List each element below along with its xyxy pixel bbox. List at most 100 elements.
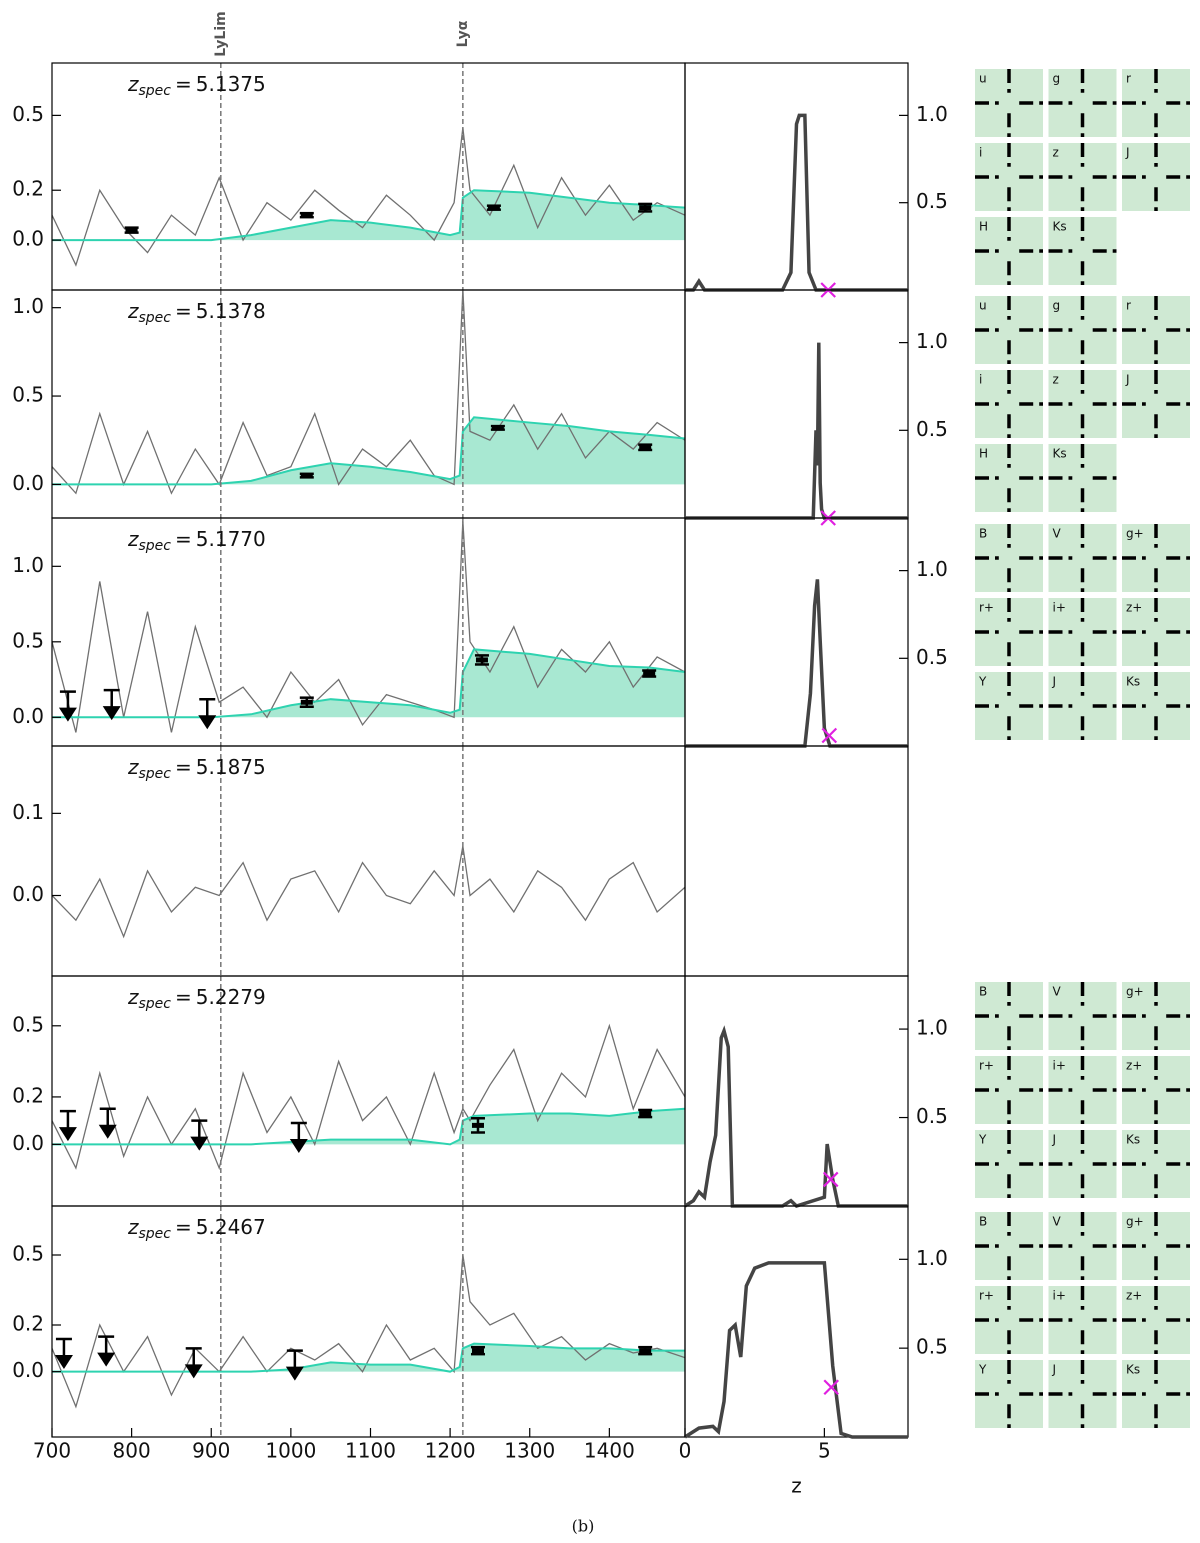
thumbnail-crosshair [1048,1056,1117,1124]
y-tick-label: 0.0 [12,1358,44,1382]
photometry-point [487,205,500,211]
pz-x-tick-label: 5 [818,1439,831,1463]
pz-x-tick-label: 0 [679,1439,692,1463]
photometry-point [639,1348,652,1354]
thumbnail-crosshair [1048,296,1117,364]
spectrum-line [52,520,685,733]
pz-frame [684,517,909,747]
thumbnail-crosshair [1122,1286,1190,1354]
photometry-point [475,657,488,663]
pz-line [685,579,908,748]
y-tick-label: 0.2 [12,1083,44,1107]
thumbnail-crosshair [1048,672,1117,740]
y-tick-label: 0.5 [12,383,44,407]
spectrum-panel [52,127,685,267]
y-tick-label: 1.0 [12,294,44,318]
pz-line [685,113,908,292]
pz-y-tick-label: 0.5 [916,1335,948,1359]
y-tick-label: 0.0 [12,227,44,251]
limit-arrow [184,1364,203,1379]
thumbnail-crosshair [975,672,1043,740]
pz-frame [684,289,909,519]
photometry-point [639,444,652,450]
photometry-point [639,1111,652,1117]
thumbnail-label: J [1125,146,1130,160]
thumbnail-crosshair [1122,1360,1190,1428]
pz-y-tick-label: 1.0 [916,557,948,581]
photometry-point [300,473,313,479]
thumbnail-crosshair [975,1056,1043,1124]
y-tick-label: 0.2 [12,1312,44,1336]
zspec-label: zspec = 5.1770 [127,527,266,555]
thumbnail-crosshair [1122,672,1190,740]
zspec-symbol: z [127,755,139,779]
thumbnail-crosshair [1048,598,1117,666]
reference-label: LyLim [213,11,229,56]
thumbnail-label: z+ [1126,1289,1142,1303]
spectrum-panel [52,846,685,939]
thumbnail-label: i [979,146,982,160]
thumbnail-crosshair [975,1360,1043,1428]
reference-label: Lyα [455,20,471,47]
thumbnail-label: z+ [1126,601,1142,615]
thumbnail-label: H [979,447,988,461]
thumbnail-label: B [979,985,987,999]
zspec-marker [822,1171,839,1188]
thumbnail-label: g+ [1126,985,1144,999]
pz-frame [684,1205,909,1438]
y-tick-label: 0.5 [12,1012,44,1036]
zspec-eq: = [175,299,192,323]
model-line [52,1107,685,1146]
zspec-value: 5.2279 [196,985,266,1009]
thumbnail-crosshair [975,598,1043,666]
limit-arrow [97,1352,116,1367]
thumbnail-crosshair [975,69,1043,137]
thumbnail-label: B [979,527,987,541]
zspec-value: 5.1378 [196,299,266,323]
limit-arrow [190,1136,209,1151]
x-tick-label: 1000 [265,1439,316,1463]
thumbnail-crosshair [1048,1130,1117,1198]
spectrum-panel [52,1023,685,1171]
zspec-sub: spec [139,83,172,99]
y-tick-label: 0.1 [12,800,44,824]
model-area [52,1343,685,1372]
thumbnail-label: B [979,1215,987,1229]
model-line [52,416,685,486]
model-line [52,1342,685,1373]
y-tick-label: 0.5 [12,1242,44,1266]
thumbnail-crosshair [1048,524,1117,592]
thumbnail-crosshair [1048,69,1117,137]
thumbnail-crosshair [975,982,1043,1050]
x-tick-label: 1200 [425,1439,476,1463]
thumbnail-crosshair [1048,1212,1117,1280]
zspec-eq: = [175,1215,192,1239]
zspec-value: 5.2467 [196,1215,266,1239]
thumbnail-crosshair [975,1286,1043,1354]
pz-line [684,1025,908,1208]
pz-frame [684,745,909,977]
pz-y-tick-label: 0.5 [916,645,948,669]
photometry-point [639,205,652,211]
thumbnail-label: z [1053,146,1059,160]
thumbnail-label: r+ [979,1059,994,1073]
thumbnail-label: Ks [1126,1363,1140,1377]
thumbnail-crosshair [975,524,1043,592]
thumbnail-label: V [1053,527,1062,541]
y-tick-label: 0.2 [12,177,44,201]
thumbnail-label: r [1126,299,1131,313]
model-line [52,648,685,719]
y-tick-label: 0.5 [12,628,44,652]
y-tick-label: 0.0 [12,471,44,495]
x-tick-label: 1100 [345,1439,396,1463]
limit-arrow [58,1127,77,1142]
thumbnail-label: g [1053,299,1061,313]
photometry-point [471,1122,484,1128]
thumbnail-label: z+ [1126,1059,1142,1073]
thumbnail-crosshair [975,296,1043,364]
pz-y-tick-label: 0.5 [916,1104,948,1128]
y-tick-label: 0.0 [12,1131,44,1155]
zspec-eq: = [175,527,192,551]
thumbnail-crosshair [1048,1286,1117,1354]
